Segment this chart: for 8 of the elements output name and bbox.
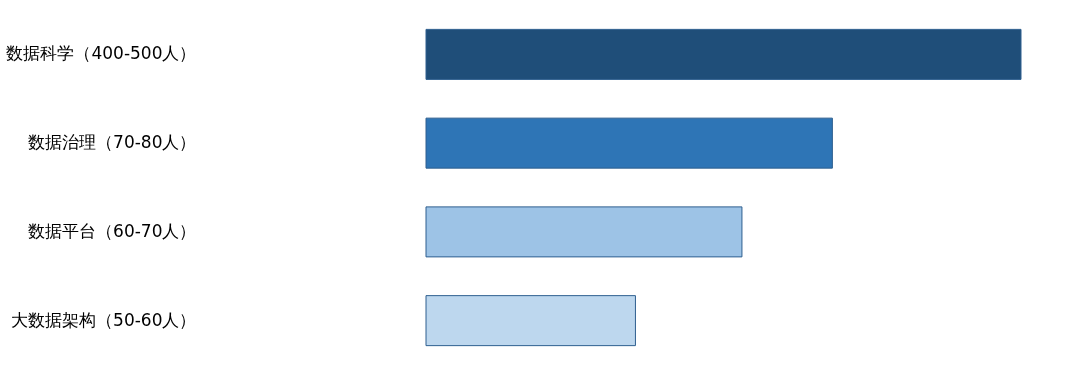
y-tick-label: 数据科学（400-500人） <box>6 43 197 64</box>
y-tick-label: 数据治理（70-80人） <box>28 132 197 153</box>
y-tick-label: 大数据架构（50-60人） <box>11 309 197 330</box>
bar <box>425 295 636 347</box>
bar <box>425 28 1022 80</box>
bar <box>425 117 833 169</box>
bar <box>425 206 743 258</box>
y-tick-label: 数据平台（60-70人） <box>28 220 197 241</box>
